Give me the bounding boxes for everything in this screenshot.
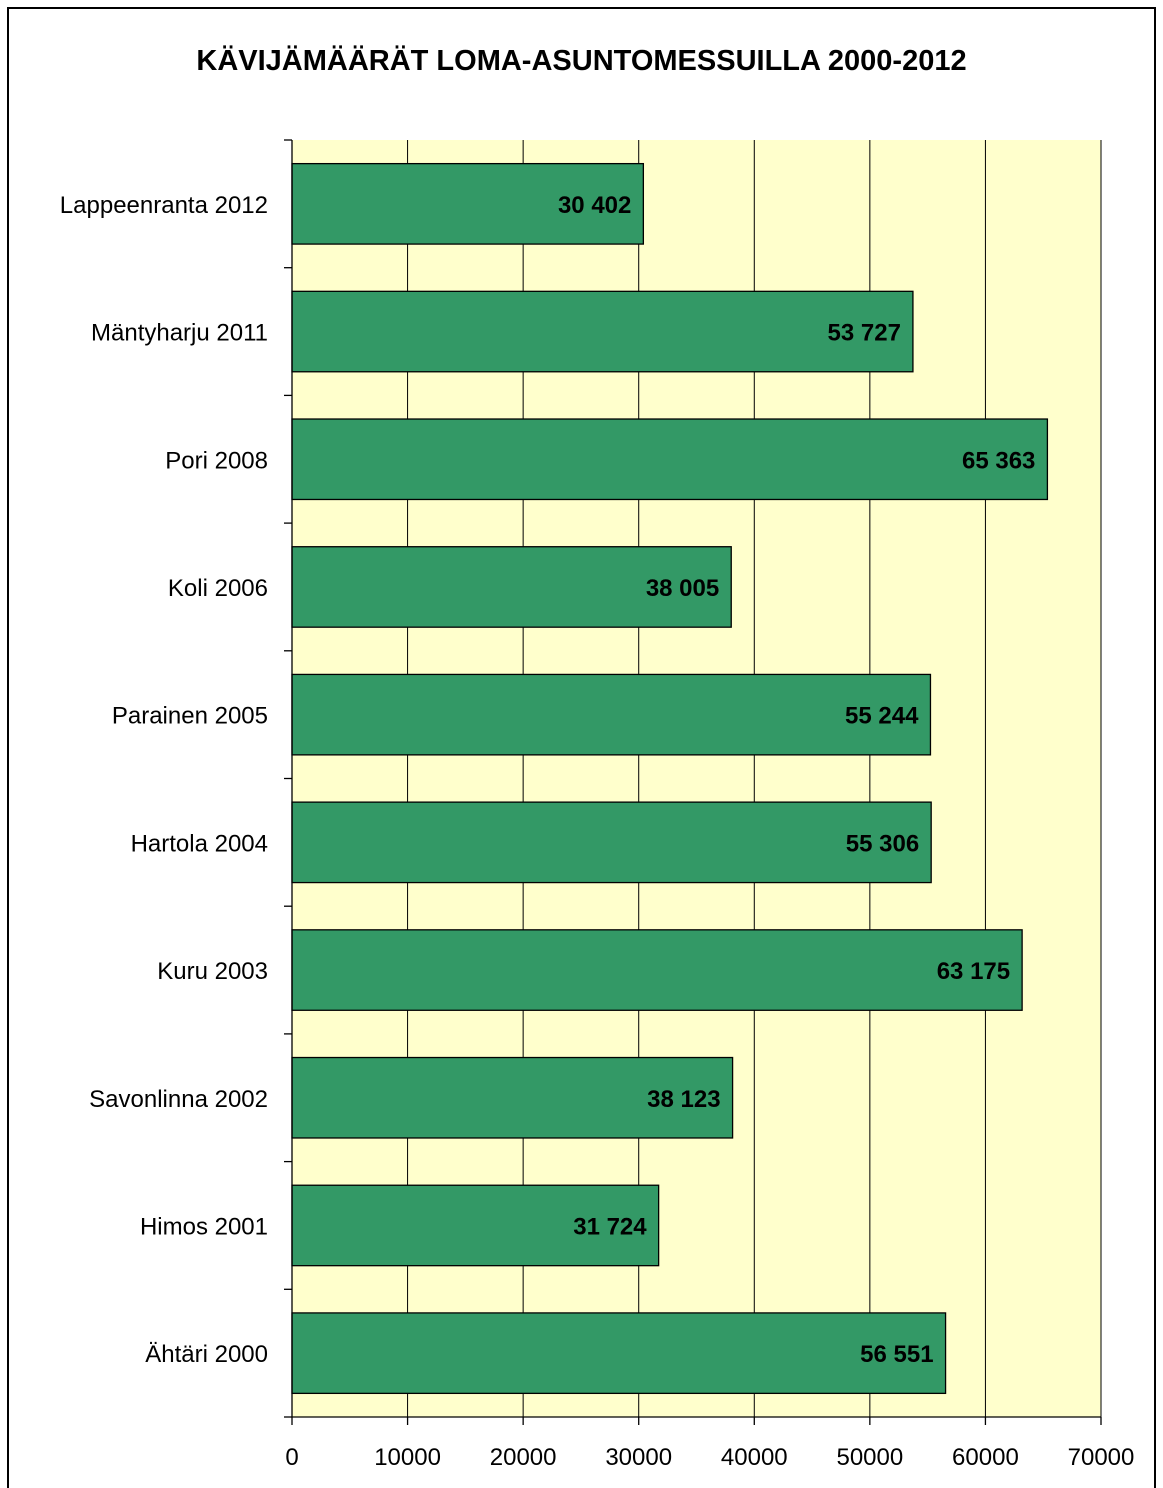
x-tick-label: 50000: [836, 1444, 903, 1471]
chart-title: KÄVIJÄMÄÄRÄT LOMA-ASUNTOMESSUILLA 2000-2…: [196, 45, 967, 77]
category-label: Kuru 2003: [157, 958, 268, 985]
bar: [291, 162, 645, 245]
bar: [291, 801, 932, 884]
category-label: Himos 2001: [140, 1213, 268, 1240]
axes: [284, 139, 1102, 1425]
data-label: 55 244: [845, 703, 919, 730]
bar: [291, 290, 914, 373]
category-label: Savonlinna 2002: [89, 1086, 268, 1113]
category-label: Pori 2008: [165, 447, 268, 474]
bar: [291, 1184, 660, 1267]
data-label: 63 175: [937, 958, 1010, 985]
bar: [291, 929, 1023, 1011]
bar: [291, 418, 1049, 501]
x-tick-label: 30000: [605, 1444, 672, 1471]
x-tick-label: 70000: [1068, 1444, 1135, 1471]
bar: [291, 673, 932, 756]
category-label: Parainen 2005: [112, 703, 268, 730]
data-label: 30 402: [558, 192, 631, 219]
x-tick-label: 20000: [490, 1444, 557, 1471]
x-tick-label: 60000: [952, 1444, 1019, 1471]
bar: [291, 546, 732, 628]
category-label: Hartola 2004: [131, 830, 268, 857]
x-tick-label: 40000: [721, 1444, 788, 1471]
category-label: Mäntyharju 2011: [91, 320, 268, 347]
data-label: 38 005: [646, 575, 719, 602]
data-label: 31 724: [573, 1213, 647, 1240]
category-label: Ähtäri 2000: [145, 1341, 268, 1368]
x-tick-label: 10000: [374, 1444, 441, 1471]
data-label: 56 551: [860, 1341, 933, 1368]
data-label: 53 727: [828, 320, 901, 347]
category-label: Lappeenranta 2012: [60, 192, 268, 219]
category-label: Koli 2006: [168, 575, 268, 602]
data-label: 38 123: [647, 1086, 720, 1113]
data-label: 55 306: [846, 830, 919, 857]
bars: [291, 162, 1049, 1395]
bar: [291, 1312, 947, 1395]
data-label: 65 363: [962, 447, 1035, 474]
x-tick-label: 0: [285, 1444, 298, 1471]
labels: 30 402 Lappeenranta 2012 53 727 Mäntyharju …: [60, 192, 1135, 1471]
